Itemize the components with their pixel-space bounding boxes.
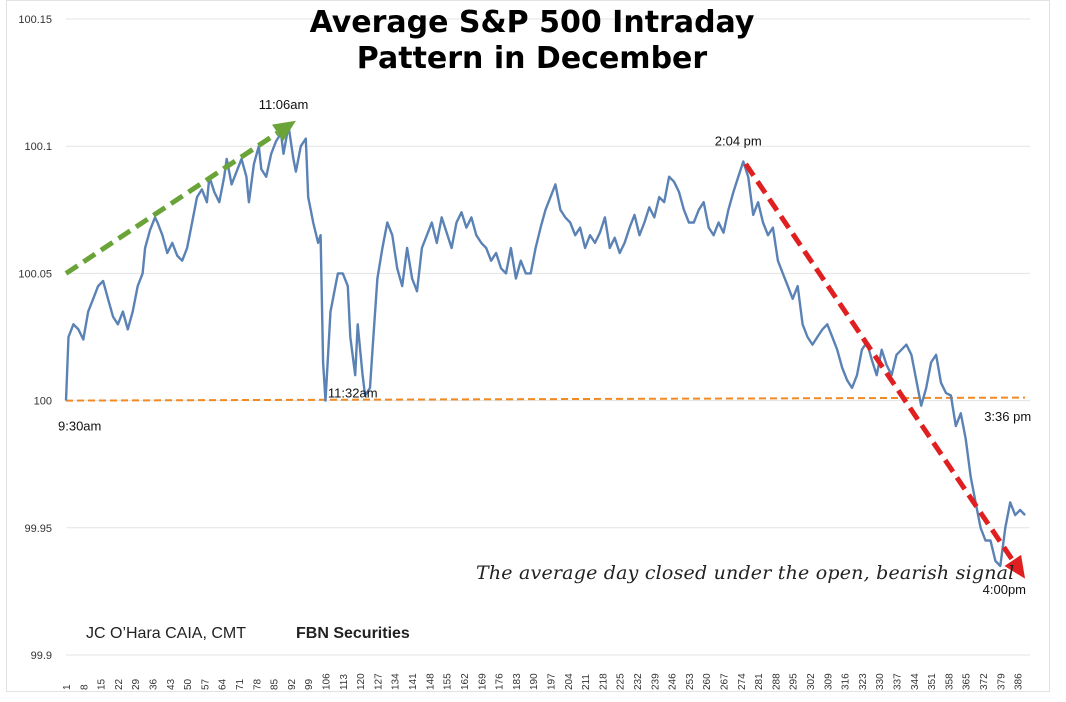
x-tick-label: 155	[443, 673, 454, 690]
sp500-series-line	[64, 124, 1026, 568]
x-tick-label: 211	[581, 674, 592, 690]
y-tick-label: 99.95	[24, 523, 52, 535]
open-reference-line	[65, 396, 1026, 402]
x-tick-label: 50	[183, 678, 194, 690]
bearish-note: The average day closed under the open, b…	[476, 562, 1015, 584]
x-tick-label: 309	[823, 673, 834, 690]
x-tick-label: 330	[875, 673, 886, 690]
x-tick-label: 239	[650, 673, 661, 690]
y-tick-label: 100	[34, 396, 52, 408]
x-tick-label: 323	[858, 673, 869, 690]
x-tick-label: 253	[685, 673, 696, 690]
x-tick-label: 204	[564, 673, 575, 690]
x-axis-ticks: 1 8 15 22 29 36 43 50 57 64 71 78 85 92 99 106 113 120 127…	[62, 673, 1025, 690]
x-tick-label: 99	[304, 678, 315, 690]
x-tick-label: 386	[1014, 673, 1025, 690]
chart-frame	[6, 0, 1050, 692]
down-trend-shaft	[743, 162, 1015, 562]
x-tick-label: 337	[893, 673, 904, 690]
x-tick-label: 281	[754, 673, 765, 690]
x-tick-label: 246	[668, 673, 679, 690]
x-tick-label: 57	[200, 678, 211, 690]
x-tick-label: 197	[546, 673, 557, 690]
x-tick-label: 379	[996, 673, 1007, 690]
x-tick-label: 43	[166, 678, 177, 690]
x-tick-label: 351	[927, 673, 938, 690]
down-trend-head	[1004, 554, 1026, 579]
x-tick-label: 267	[719, 673, 730, 690]
x-tick-label: 78	[252, 678, 263, 690]
label-1132: 11:32am	[328, 386, 378, 401]
label-1106: 11:06am	[259, 97, 309, 112]
y-tick-label: 99.9	[31, 650, 52, 662]
x-tick-label: 71	[235, 678, 246, 690]
x-tick-label: 148	[425, 673, 436, 690]
x-tick-label: 295	[789, 673, 800, 690]
annotations: 9:30am 11:06am 11:32am 2:04 pm 3:36 pm 4:00pm	[58, 97, 1031, 597]
x-tick-label: 85	[270, 678, 281, 690]
x-tick-label: 36	[149, 678, 160, 690]
x-tick-label: 113	[339, 674, 350, 690]
x-tick-label: 64	[218, 678, 229, 690]
x-tick-label: 15	[97, 678, 108, 690]
x-tick-label: 358	[944, 673, 955, 690]
x-tick-label: 365	[962, 673, 973, 690]
trend-arrows	[64, 120, 1026, 579]
label-400: 4:00pm	[983, 582, 1026, 597]
x-tick-label: 134	[391, 673, 402, 690]
label-336: 3:36 pm	[984, 409, 1031, 424]
x-tick-label: 225	[616, 673, 627, 690]
y-tick-label: 100.15	[18, 14, 52, 26]
x-tick-label: 141	[408, 673, 419, 690]
up-trend-head	[272, 120, 296, 142]
chart-title-line1: Average S&P 500 Intraday	[309, 5, 755, 40]
chart-title-line2: Pattern in December	[356, 41, 708, 76]
x-tick-label: 260	[702, 673, 713, 690]
x-tick-label: 92	[287, 678, 298, 690]
label-204: 2:04 pm	[715, 133, 762, 148]
x-tick-label: 190	[529, 673, 540, 690]
x-tick-label: 29	[131, 678, 142, 690]
y-tick-label: 100.05	[18, 268, 52, 280]
x-tick-label: 176	[495, 673, 506, 690]
x-tick-label: 218	[598, 673, 609, 690]
x-tick-label: 22	[114, 678, 125, 690]
gridlines	[66, 18, 1030, 656]
credit-firm: FBN Securities	[296, 625, 410, 642]
up-trend-shaft	[64, 130, 279, 276]
y-axis-ticks: 100.15 100.1 100.05 100 99.95 99.9	[18, 14, 52, 662]
x-tick-label: 316	[841, 673, 852, 690]
x-tick-label: 288	[771, 673, 782, 690]
x-tick-label: 127	[373, 673, 384, 690]
x-tick-label: 183	[512, 673, 523, 690]
x-tick-label: 169	[477, 673, 488, 690]
x-tick-label: 232	[633, 673, 644, 690]
y-tick-label: 100.1	[24, 141, 52, 153]
x-tick-label: 274	[737, 673, 748, 690]
x-tick-label: 372	[979, 673, 990, 690]
x-tick-label: 162	[460, 673, 471, 690]
x-tick-label: 8	[79, 684, 90, 690]
x-tick-label: 106	[322, 673, 333, 690]
label-930: 9:30am	[58, 419, 101, 434]
x-tick-label: 344	[910, 673, 921, 690]
credit-author: JC O’Hara CAIA, CMT	[86, 625, 247, 642]
x-tick-label: 302	[806, 673, 817, 690]
x-tick-label: 120	[356, 673, 367, 690]
x-tick-label: 1	[62, 684, 73, 690]
